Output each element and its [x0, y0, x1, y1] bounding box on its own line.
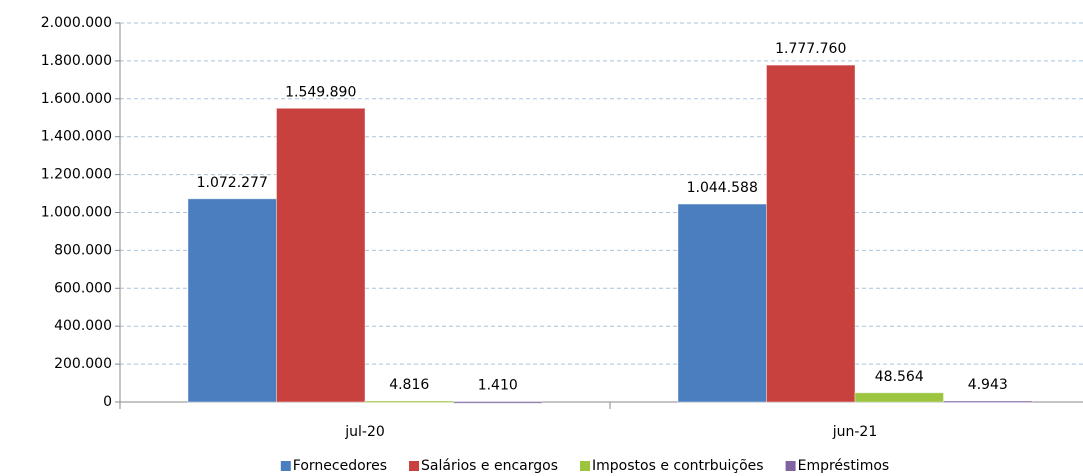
legend-swatch	[409, 461, 420, 471]
data-label: 1.549.890	[285, 84, 356, 100]
legend-label: Empréstimos	[798, 458, 890, 474]
legend-swatch	[580, 461, 591, 471]
y-tick-label: 400.000	[54, 318, 112, 334]
x-tick-label: jul-20	[344, 424, 385, 440]
data-label: 4.943	[968, 377, 1008, 393]
y-tick-label: 0	[103, 394, 112, 410]
bar	[766, 64, 856, 403]
legend-label: Salários e encargos	[421, 458, 558, 474]
data-label: 48.564	[875, 369, 924, 385]
y-tick-label: 1.600.000	[41, 91, 112, 107]
y-tick-label: 1.000.000	[41, 205, 112, 221]
bar	[854, 392, 944, 403]
bar	[677, 203, 767, 403]
y-tick-label: 1.200.000	[41, 167, 112, 183]
legend-swatch	[280, 461, 291, 471]
data-label: 1.777.760	[775, 41, 846, 57]
y-tick-label: 800.000	[54, 242, 112, 258]
y-tick-label: 1.400.000	[41, 129, 112, 145]
legend-swatch	[785, 461, 796, 471]
y-tick-label: 200.000	[54, 356, 112, 372]
data-label: 4.816	[389, 377, 429, 393]
bar	[187, 198, 277, 403]
y-tick-label: 600.000	[54, 280, 112, 296]
bar	[276, 107, 366, 403]
bar	[943, 400, 1033, 404]
y-tick-label: 2.000.000	[41, 15, 112, 31]
legend-label: Impostos e contrbuições	[592, 458, 764, 474]
bar	[453, 401, 543, 404]
data-label: 1.410	[478, 378, 518, 394]
x-tick-label: jun-21	[832, 424, 878, 440]
y-tick-label: 1.800.000	[41, 53, 112, 69]
data-label: 1.072.277	[197, 175, 268, 191]
legend-label: Fornecedores	[293, 458, 387, 474]
bar	[364, 400, 454, 404]
data-label: 1.044.588	[687, 180, 758, 196]
